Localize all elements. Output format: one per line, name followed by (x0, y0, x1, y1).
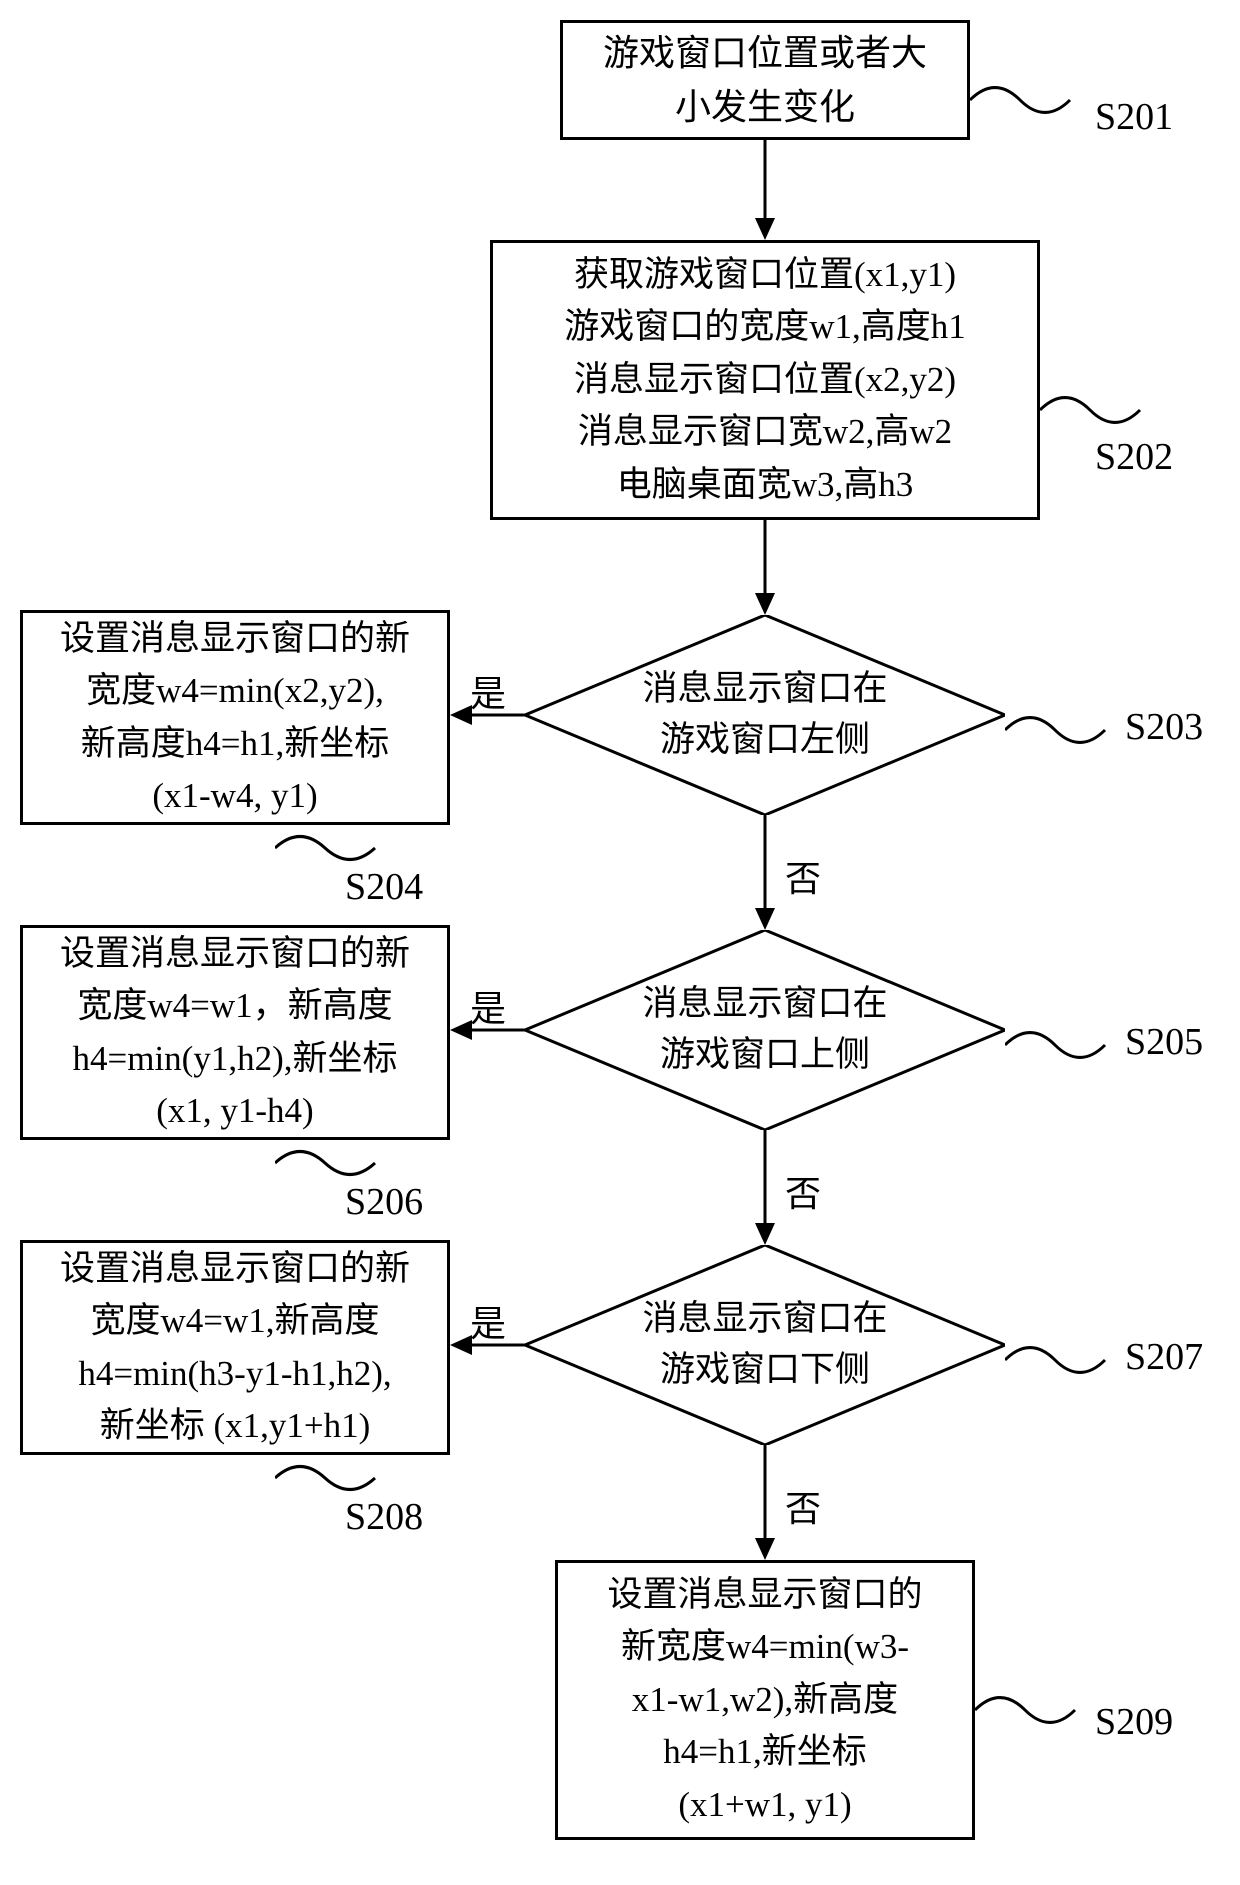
node-s209: 设置消息显示窗口的新宽度w4=min(w3-x1-w1,w2),新高度h4=h1… (555, 1560, 975, 1840)
node-s202-text: 获取游戏窗口位置(x1,y1)游戏窗口的宽度w1,高度h1消息显示窗口位置(x2… (564, 249, 966, 512)
wave-s203 (1005, 700, 1115, 765)
step-label-s201: S201 (1095, 95, 1173, 139)
node-s207-text: 消息显示窗口在游戏窗口下侧 (642, 1294, 887, 1396)
step-label-s205: S205 (1125, 1020, 1203, 1064)
step-label-s206: S206 (345, 1180, 423, 1224)
wave-s205 (1005, 1015, 1115, 1080)
node-s204: 设置消息显示窗口的新宽度w4=min(x2,y2),新高度h4=h1,新坐标(x… (20, 610, 450, 825)
node-s206: 设置消息显示窗口的新宽度w4=w1，新高度h4=min(y1,h2),新坐标(x… (20, 925, 450, 1140)
arrow-s207-s209 (762, 1445, 768, 1560)
edge-no-s203: 否 (785, 850, 821, 902)
node-s201: 游戏窗口位置或者大小发生变化 (560, 20, 970, 140)
flowchart-canvas: 游戏窗口位置或者大小发生变化 S201 获取游戏窗口位置(x1,y1)游戏窗口的… (0, 0, 1240, 1885)
node-s203-text: 消息显示窗口在游戏窗口左侧 (642, 664, 887, 766)
edge-no-s207: 否 (785, 1480, 821, 1532)
wave-s209 (975, 1680, 1085, 1745)
step-label-s203: S203 (1125, 705, 1203, 749)
node-s208: 设置消息显示窗口的新宽度w4=w1,新高度h4=min(h3-y1-h1,h2)… (20, 1240, 450, 1455)
arrow-s205-s207 (762, 1130, 768, 1245)
step-label-s202: S202 (1095, 435, 1173, 479)
node-s209-text: 设置消息显示窗口的新宽度w4=min(w3-x1-w1,w2),新高度h4=h1… (607, 1569, 922, 1832)
step-label-s208: S208 (345, 1495, 423, 1539)
wave-s201 (970, 70, 1080, 135)
edge-no-s205: 否 (785, 1165, 821, 1217)
step-label-s204: S204 (345, 865, 423, 909)
node-s205: 消息显示窗口在游戏窗口上侧 (525, 930, 1005, 1130)
node-s207: 消息显示窗口在游戏窗口下侧 (525, 1245, 1005, 1445)
step-label-s209: S209 (1095, 1700, 1173, 1744)
node-s203: 消息显示窗口在游戏窗口左侧 (525, 615, 1005, 815)
node-s202: 获取游戏窗口位置(x1,y1)游戏窗口的宽度w1,高度h1消息显示窗口位置(x2… (490, 240, 1040, 520)
edge-yes-s207: 是 (470, 1295, 506, 1347)
node-s201-text: 游戏窗口位置或者大小发生变化 (603, 26, 927, 134)
node-s206-text: 设置消息显示窗口的新宽度w4=w1，新高度h4=min(y1,h2),新坐标(x… (60, 928, 410, 1138)
step-label-s207: S207 (1125, 1335, 1203, 1379)
node-s205-text: 消息显示窗口在游戏窗口上侧 (642, 979, 887, 1081)
wave-s207 (1005, 1330, 1115, 1395)
node-s204-text: 设置消息显示窗口的新宽度w4=min(x2,y2),新高度h4=h1,新坐标(x… (60, 613, 410, 823)
node-s208-text: 设置消息显示窗口的新宽度w4=w1,新高度h4=min(h3-y1-h1,h2)… (60, 1243, 410, 1453)
edge-yes-s203: 是 (470, 665, 506, 717)
arrow-s203-s205 (762, 815, 768, 930)
edge-yes-s205: 是 (470, 980, 506, 1032)
arrow-s202-s203 (762, 520, 768, 615)
arrow-s201-s202 (762, 140, 768, 240)
